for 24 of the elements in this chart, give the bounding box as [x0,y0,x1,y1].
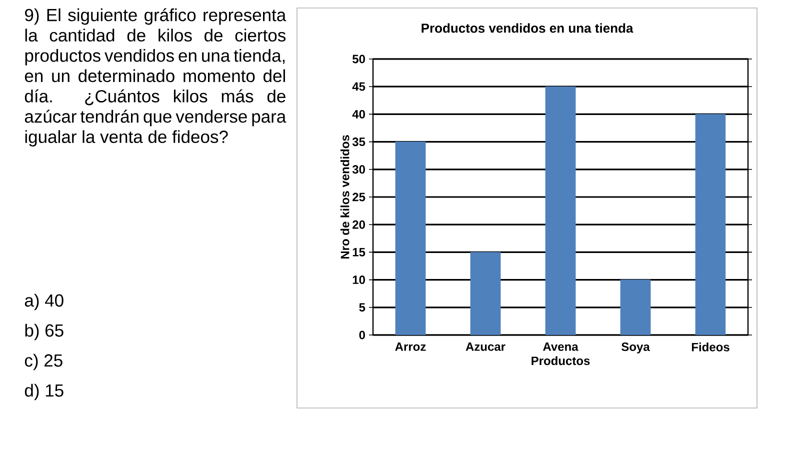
x-tick-label: Soya [622,342,650,354]
x-tick-label: Azucar [466,342,506,351]
chart-title: Productos vendidos en una tienda [422,23,634,33]
y-tick-label: 30 [352,165,365,174]
y-axis-title: Nro de kilos vendidos [340,135,350,259]
text: a) 40 [24,294,64,310]
y-tick-label: 5 [359,303,366,312]
x-tick-label: Fideos [692,342,730,352]
y-tick-label: 50 [352,54,365,64]
y-tick-label: 35 [352,138,366,146]
y-tick-label: 20 [352,220,365,229]
text: b) 65 [25,324,64,340]
x-tick-label: Arroz [395,342,426,351]
text: 9) El siguiente gráfico representa la cantidad de kilos de ciertos productos vendidos en una tienda, en un determinado momento del día. ¿Cuántos kilos más de azúcar tendrán que venderse para igualar la venta de fideos? [24,8,286,147]
y-tick-label: 25 [352,192,366,202]
y-tick-label: 10 [352,276,365,284]
x-tick-label: Avena [543,342,578,351]
y-tick-label: 40 [352,110,365,118]
y-tick-label: 45 [352,82,366,91]
text: d) 15 [24,384,64,400]
text: c) 25 [24,354,62,370]
y-tick-label: 15 [352,248,366,256]
y-tick-label: 0 [359,330,365,340]
x-axis-title: Productos [532,356,590,366]
